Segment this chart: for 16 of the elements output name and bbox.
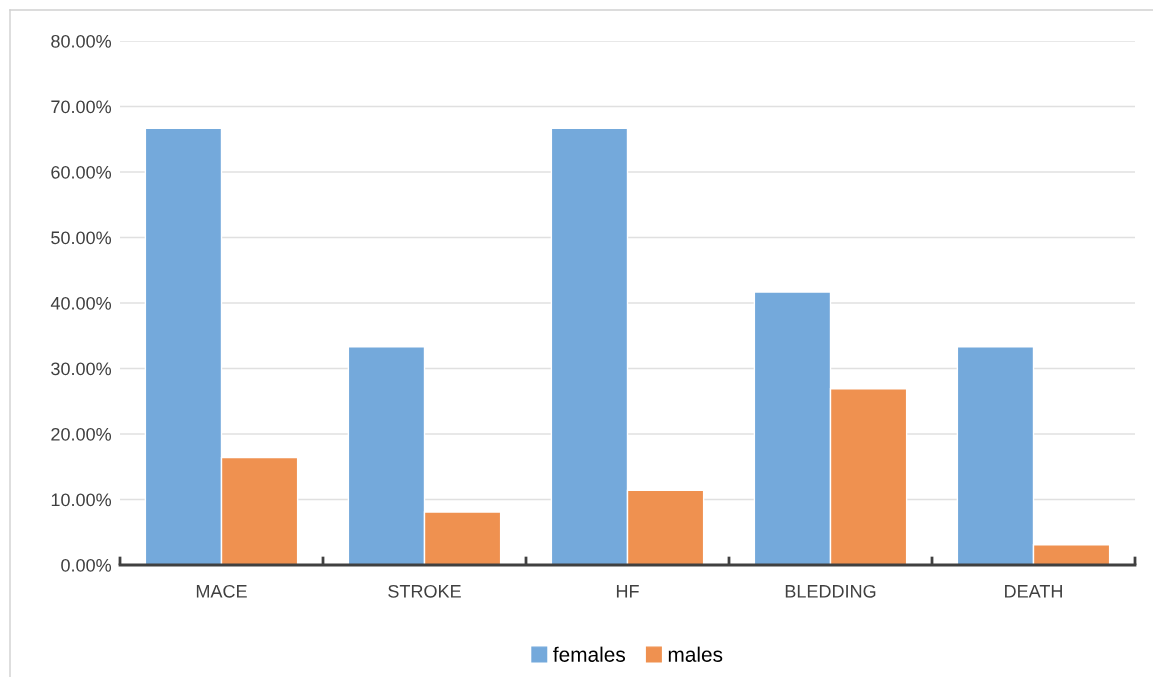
legend-label: males [668, 646, 723, 662]
x-tick-label: DEATH [1005, 585, 1062, 598]
x-tick-label: BLEDDING [785, 584, 876, 598]
x-tick-label: MACE [196, 584, 247, 598]
legend-label: females [553, 646, 626, 662]
x-tick-label: STROKE [388, 584, 461, 598]
y-tick-label: 30.00% [51, 362, 112, 376]
y-tick-label: 50.00% [51, 231, 112, 245]
y-tick-label: 60.00% [51, 165, 112, 179]
y-tick-label: 80.00% [51, 34, 112, 48]
y-tick-label: 0.00% [61, 558, 112, 572]
y-tick-label: 10.00% [51, 493, 112, 507]
y-tick-label: 40.00% [50, 296, 112, 310]
y-tick-label: 70.00% [51, 100, 112, 114]
x-tick-label: HF [616, 585, 639, 598]
y-tick-label: 20.00% [51, 427, 112, 441]
